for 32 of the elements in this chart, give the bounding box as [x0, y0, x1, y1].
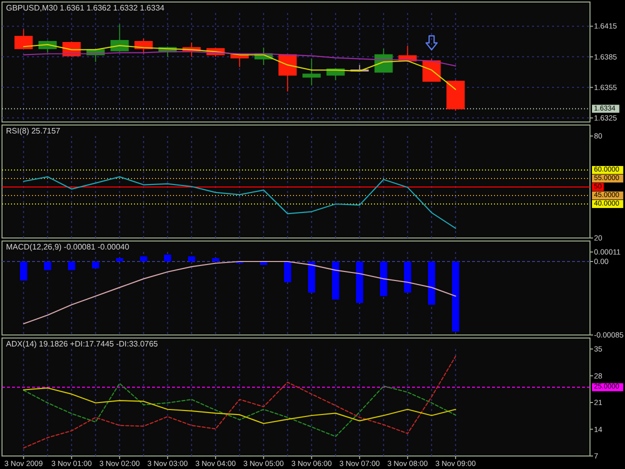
line-series	[23, 382, 456, 438]
bar	[380, 262, 388, 296]
bar	[188, 256, 196, 262]
bar	[428, 262, 436, 305]
bar	[20, 262, 28, 281]
candlestick	[446, 80, 465, 112]
bar	[44, 262, 52, 270]
line-series	[23, 176, 456, 229]
bar	[308, 262, 316, 293]
bar	[332, 262, 340, 300]
bar	[212, 258, 220, 262]
chart-title: ADX(14) 19.1826 +DI:17.7445 -DI:33.0765	[6, 340, 158, 348]
chart-title: MACD(12,26,9) -0.00081 -0.00040	[6, 242, 130, 252]
line-series	[23, 260, 456, 324]
chart-title: RSI(8) 25.7157	[6, 126, 61, 136]
candlestick	[110, 24, 129, 52]
line-series	[23, 51, 456, 67]
bar	[140, 256, 148, 262]
bar	[92, 262, 100, 268]
chart-title: GBPUSD,M30 1.6361 1.6362 1.6332 1.6334	[6, 4, 165, 12]
bar	[452, 262, 460, 332]
bar	[164, 254, 172, 262]
bar	[68, 262, 76, 270]
line-series	[23, 44, 456, 90]
bar	[116, 258, 124, 262]
line-series	[23, 356, 456, 449]
candlestick	[302, 58, 321, 86]
bar	[284, 262, 292, 282]
bar	[404, 262, 412, 293]
candlestick	[14, 28, 33, 50]
line-series	[23, 387, 456, 424]
bar	[356, 262, 364, 304]
